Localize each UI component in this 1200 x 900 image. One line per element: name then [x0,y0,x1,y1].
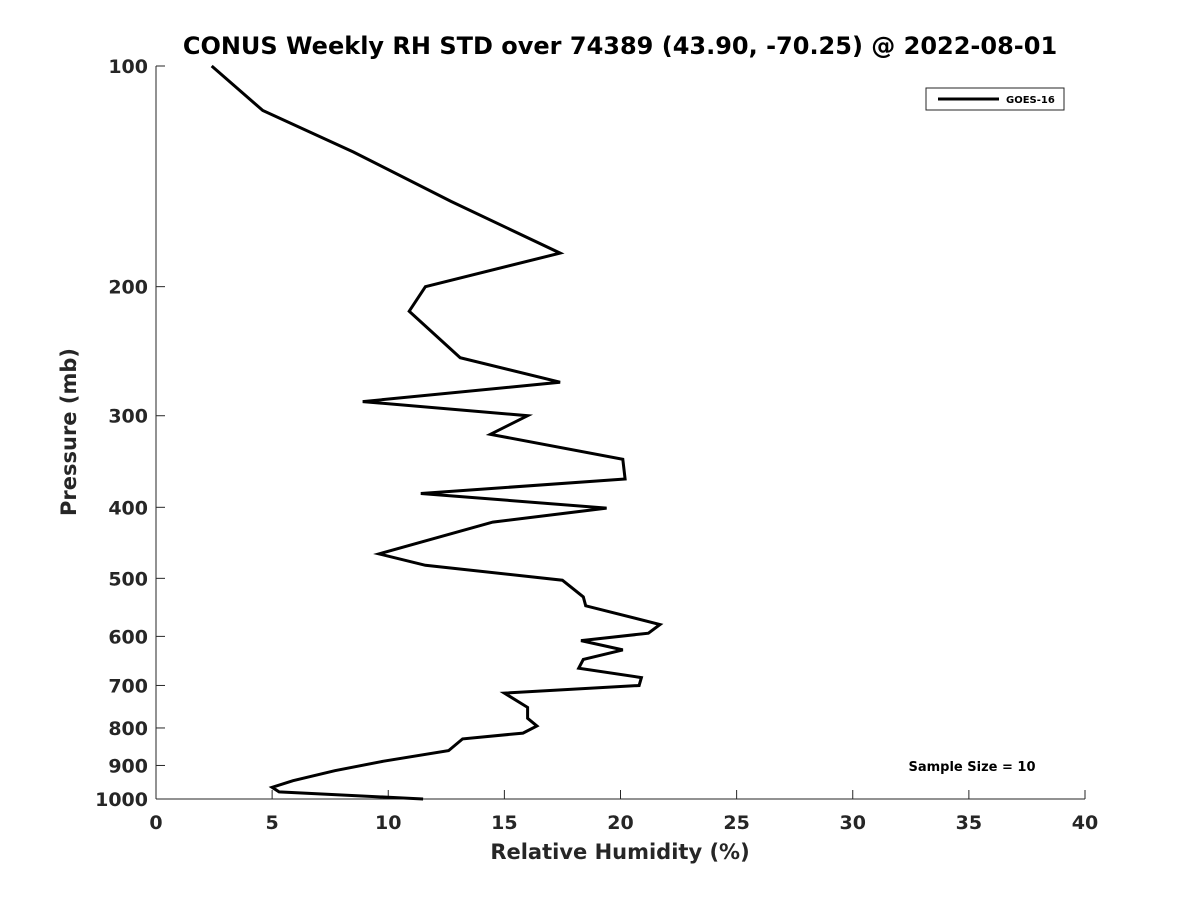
series-layer [210,64,664,801]
y-tick-label: 800 [108,718,148,740]
x-tick-label: 25 [723,812,749,834]
x-axis-label: Relative Humidity (%) [490,840,749,864]
chart-title: CONUS Weekly RH STD over 74389 (43.90, -… [183,32,1057,60]
y-tick-label: 200 [108,277,148,299]
y-tick-label: 900 [108,755,148,777]
y-tick-label: 700 [108,675,148,697]
x-axis-ticks: 0 5 10 15 20 25 30 35 40 [149,790,1098,834]
y-tick-label: 300 [108,406,148,428]
y-tick-label: 100 [108,56,148,78]
x-tick-label: 15 [491,812,517,834]
x-tick-label: 5 [266,812,279,834]
y-tick-label: 1000 [95,789,148,811]
y-tick-label: 500 [108,568,148,590]
x-tick-label: 40 [1072,812,1098,834]
legend-entry-goes-16: GOES-16 [1006,95,1055,106]
plot-axes [155,66,1085,800]
series-line-goes-16 [210,64,664,801]
sample-size-annotation: Sample Size = 10 [908,760,1035,775]
y-axis-ticks: 100 200 300 400 500 600 700 800 900 1000 [95,56,165,811]
y-tick-label: 400 [108,497,148,519]
chart-legend: GOES-16 [925,87,1065,111]
y-tick-label: 600 [108,626,148,648]
y-axis-label: Pressure (mb) [57,348,81,516]
x-tick-label: 35 [956,812,982,834]
x-tick-label: 20 [607,812,633,834]
x-tick-label: 0 [149,812,162,834]
x-tick-label: 10 [375,812,401,834]
x-tick-label: 30 [840,812,866,834]
